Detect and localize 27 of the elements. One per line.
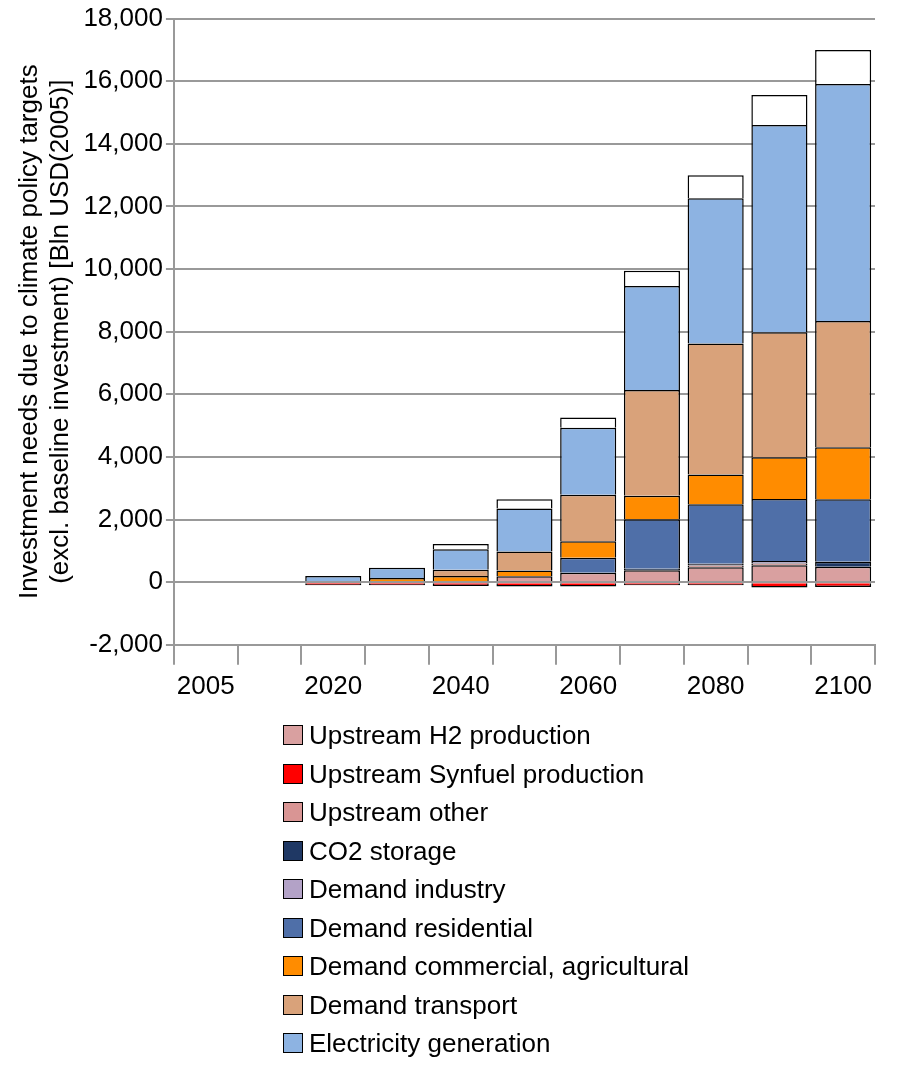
x-tick-label: 2100 <box>814 669 873 700</box>
y-tick-label: 18,000 <box>83 1 163 32</box>
y-tick-label: 8,000 <box>97 314 163 345</box>
x-tick-label: 2005 <box>176 669 235 700</box>
legend-label: CO2 storage <box>309 834 457 868</box>
x-tick-label: 2040 <box>431 669 490 700</box>
y-tick-label: 0 <box>148 565 163 596</box>
y-tick-label: 14,000 <box>83 127 163 158</box>
y-tick-label: 6,000 <box>97 377 163 408</box>
y-tick-label: 4,000 <box>97 440 163 471</box>
y-tick-label: 12,000 <box>83 189 163 220</box>
legend-label: Upstream other <box>309 796 489 829</box>
legend-label: Demand residential <box>309 911 534 945</box>
y-tick-label: 10,000 <box>83 252 163 283</box>
legend-label: Demand industry <box>309 873 506 906</box>
legend-label: Electricity generation <box>309 1027 551 1060</box>
legend-label: Upstream Synfuel production <box>309 757 645 791</box>
x-tick-label: 2060 <box>559 669 618 700</box>
x-tick-label: 2080 <box>686 669 745 700</box>
y-tick-label: 2,000 <box>97 502 163 533</box>
legend-label: Demand transport <box>309 988 518 1022</box>
legend-label: Demand commercial, agricultural <box>309 950 690 983</box>
y-axis-title: Investment needs due to climate policy targets (excl. baseline investment) [Bln USD(2005)] <box>12 64 74 600</box>
y-tick-label: 16,000 <box>83 64 163 95</box>
x-tick-label: 2020 <box>304 669 363 700</box>
y-tick-label: -2,000 <box>89 627 163 658</box>
legend-label: Upstream H2 production <box>309 719 591 752</box>
